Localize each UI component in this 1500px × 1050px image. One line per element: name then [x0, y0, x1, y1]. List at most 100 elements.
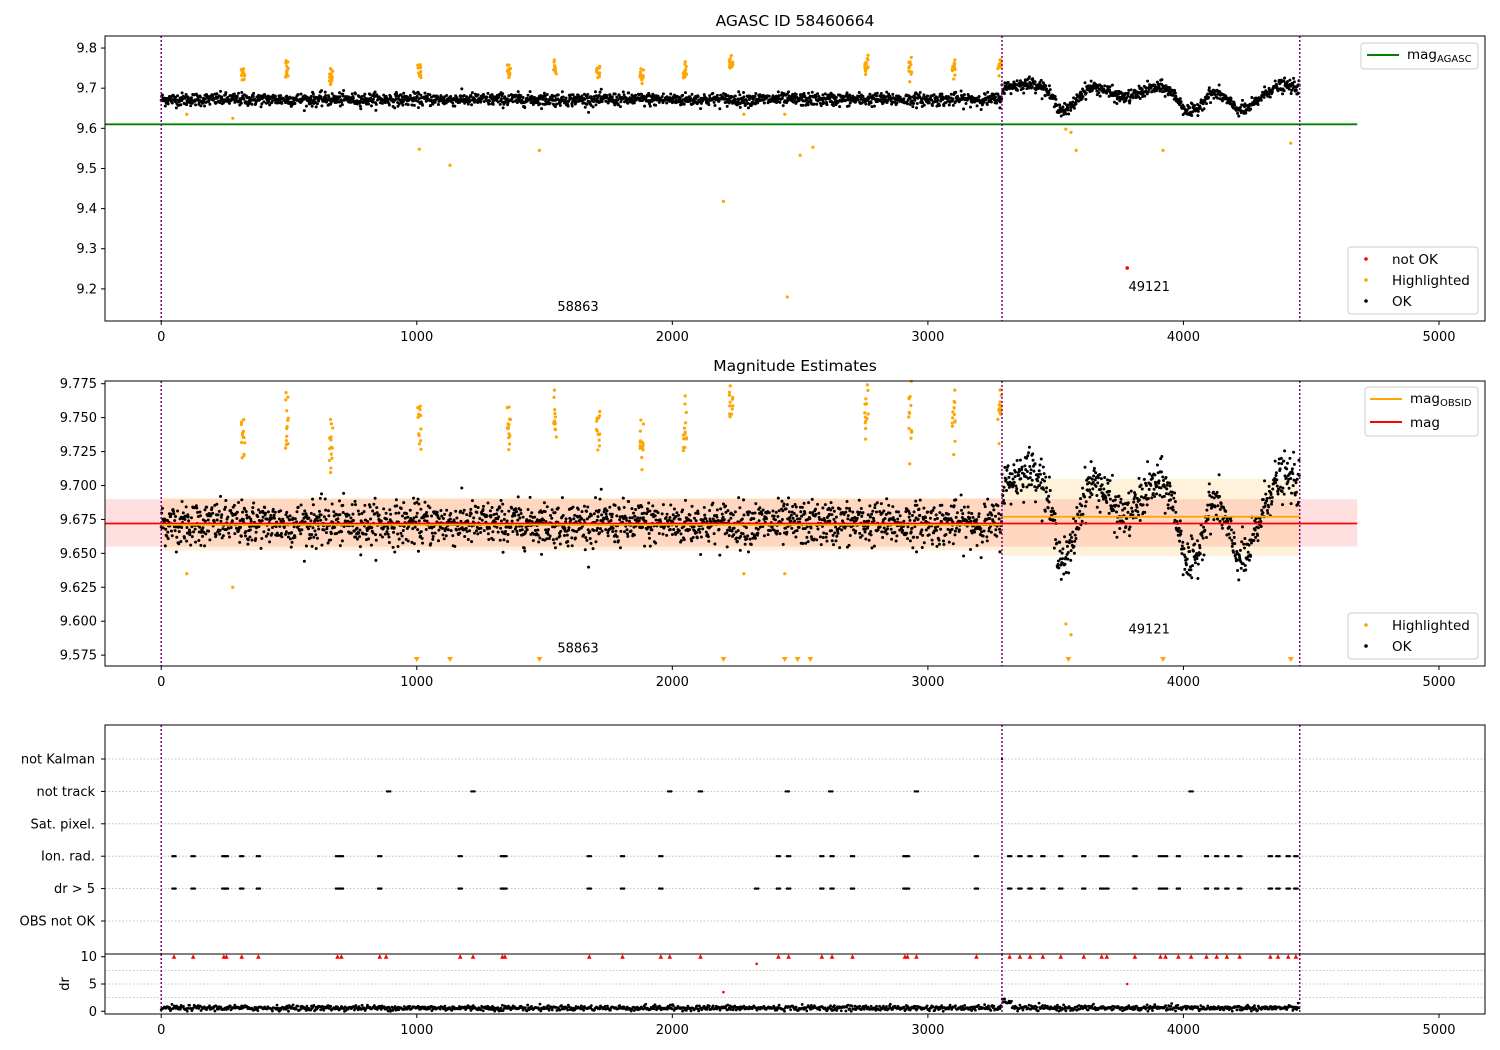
ok-point	[463, 534, 467, 538]
ok-point	[412, 496, 416, 500]
ok-point	[1204, 102, 1208, 106]
ok-point	[174, 106, 178, 110]
ok-point	[320, 492, 324, 496]
ok-point	[1178, 97, 1182, 101]
ok-point	[822, 531, 826, 535]
ok-point	[445, 508, 449, 512]
ok-point	[239, 534, 243, 538]
ok-point	[1207, 86, 1211, 90]
ok-point	[594, 103, 598, 107]
ok-point	[306, 527, 310, 531]
ok-point	[367, 537, 371, 541]
ok-point	[1110, 83, 1114, 87]
ok-point	[582, 504, 586, 508]
ok-point	[475, 529, 479, 533]
ok-point	[485, 95, 489, 99]
highlighted-point	[684, 72, 689, 76]
ok-point	[610, 95, 614, 99]
ok-point	[315, 102, 319, 106]
ok-point	[864, 102, 868, 106]
ok-point	[704, 517, 708, 521]
ok-point	[431, 534, 435, 538]
ok-point	[397, 537, 401, 541]
ok-point	[246, 542, 250, 546]
highlighted-point	[507, 71, 511, 75]
highlighted-point	[1074, 148, 1078, 153]
ok-point	[324, 508, 328, 512]
ok-point	[647, 536, 651, 540]
ok-point	[370, 526, 374, 530]
ok-point	[226, 96, 230, 100]
ok-point	[181, 511, 185, 515]
ok-point	[880, 530, 884, 534]
ok-point	[1283, 76, 1287, 80]
ok-point	[838, 546, 842, 550]
ok-point	[408, 508, 412, 512]
ok-point	[423, 500, 427, 504]
ok-point	[897, 510, 901, 514]
ok-point	[569, 518, 573, 522]
ok-point	[859, 506, 863, 510]
ok-point	[1281, 92, 1285, 96]
ok-point	[421, 541, 425, 545]
highlighted-point	[327, 79, 331, 83]
ok-point	[491, 538, 495, 542]
top-x-tick-label: 3000	[911, 330, 944, 345]
ok-point	[964, 102, 968, 106]
ok-point	[727, 534, 731, 538]
ok-point	[756, 527, 760, 531]
ok-point	[399, 531, 403, 535]
ok-point	[861, 94, 865, 98]
ok-point	[784, 507, 788, 511]
ok-point	[433, 531, 437, 535]
ok-point	[699, 535, 703, 539]
ok-point	[472, 531, 476, 535]
ok-point	[528, 495, 532, 499]
ok-point	[491, 530, 495, 534]
ok-point	[310, 533, 314, 537]
ok-point	[626, 534, 630, 538]
ok-point	[395, 92, 399, 96]
ok-point	[643, 544, 647, 548]
ok-point	[314, 105, 318, 109]
obsid-label: 49121	[1129, 280, 1170, 295]
ok-point	[618, 546, 622, 550]
ok-point	[1074, 102, 1078, 106]
ok-point	[848, 509, 852, 513]
ok-point	[479, 531, 483, 535]
ok-point	[423, 91, 427, 95]
ok-point	[738, 93, 742, 97]
ok-point	[189, 516, 193, 520]
ok-point	[616, 539, 620, 543]
ok-point	[746, 513, 750, 517]
ok-point	[401, 103, 405, 107]
ok-point	[185, 539, 189, 543]
highlighted-point	[728, 66, 732, 70]
ok-point	[272, 513, 276, 517]
ok-point	[543, 510, 547, 514]
ok-point	[722, 518, 726, 522]
ok-point	[651, 504, 655, 508]
ok-point	[681, 93, 685, 97]
ok-point	[791, 504, 795, 508]
ok-point	[296, 93, 300, 97]
ok-point	[668, 516, 672, 520]
ok-point	[338, 513, 342, 517]
ok-point	[1047, 84, 1051, 88]
ok-point	[342, 491, 346, 495]
ok-point	[701, 527, 705, 531]
ok-point	[332, 510, 336, 514]
ok-point	[166, 102, 170, 106]
ok-point	[263, 505, 267, 509]
highlighted-point	[729, 54, 733, 58]
ok-point	[699, 101, 703, 105]
ok-point	[683, 498, 687, 502]
ok-point	[625, 528, 629, 532]
ok-point	[260, 519, 264, 523]
ok-point	[591, 105, 595, 109]
highlighted-point	[785, 295, 789, 299]
ok-point	[580, 510, 584, 514]
ok-point	[660, 512, 664, 516]
ok-point	[523, 549, 527, 553]
